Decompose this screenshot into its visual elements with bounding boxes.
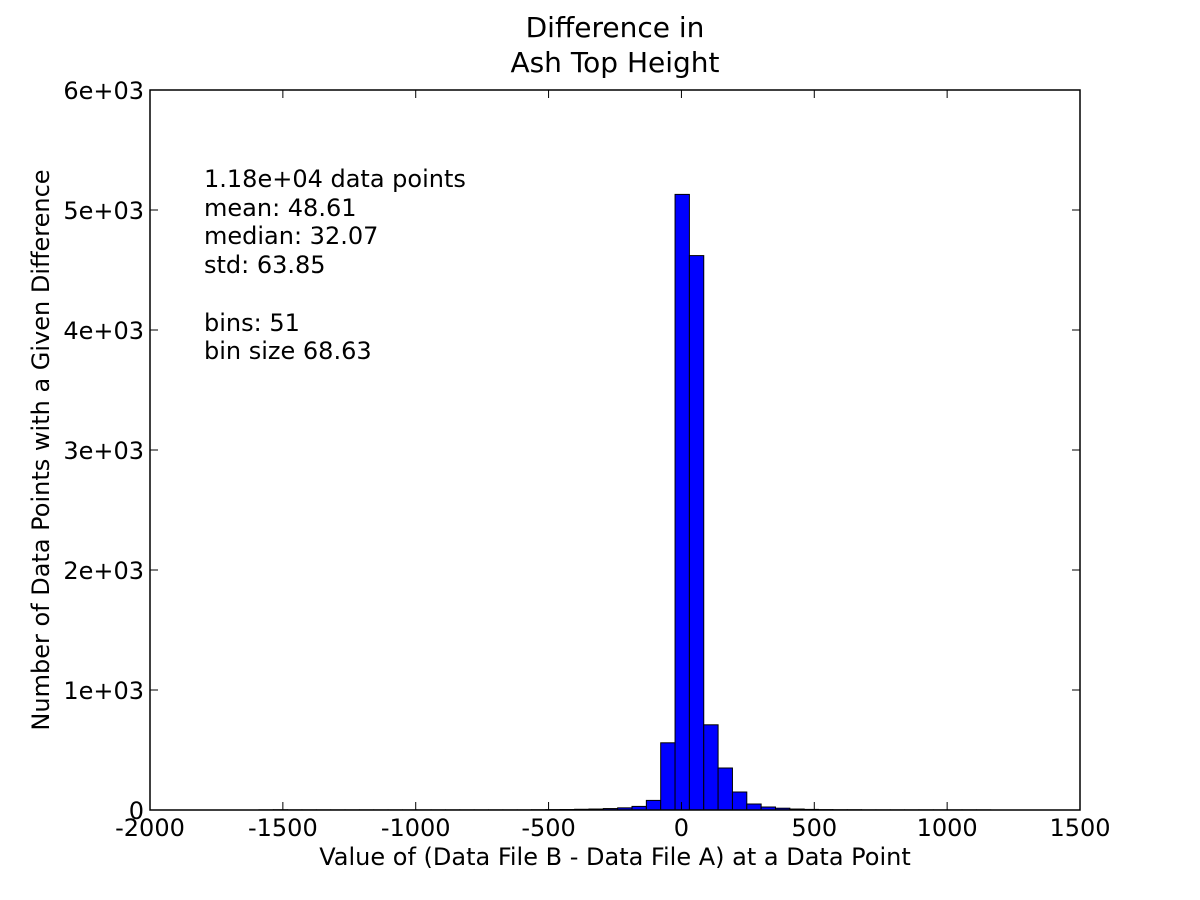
bar xyxy=(703,724,719,811)
annotation: mean: 48.61 xyxy=(204,194,356,222)
bar xyxy=(674,193,690,811)
chart-title: Difference in xyxy=(526,11,705,44)
y-tick-label: 4e+03 xyxy=(63,317,144,345)
annotation: bin size 68.63 xyxy=(204,337,372,365)
x-tick-label: 1000 xyxy=(917,814,978,842)
y-tick-label: 6e+03 xyxy=(63,77,144,105)
bar xyxy=(645,799,662,811)
x-tick-label: 1500 xyxy=(1049,814,1110,842)
annotation: median: 32.07 xyxy=(204,222,378,250)
x-tick-label: -2000 xyxy=(115,814,185,842)
bar xyxy=(717,767,733,811)
x-tick-label: -1000 xyxy=(381,814,451,842)
bar xyxy=(660,742,676,811)
y-tick-label: 3e+03 xyxy=(63,437,144,465)
x-axis-label: Value of (Data File B - Data File A) at … xyxy=(319,843,911,871)
annotation: 1.18e+04 data points xyxy=(204,165,466,193)
annotation: std: 63.85 xyxy=(204,251,326,279)
y-tick-label: 0 xyxy=(129,797,144,825)
y-axis-label: Number of Data Points with a Given Diffe… xyxy=(27,169,55,730)
bar xyxy=(746,803,762,811)
y-tick-label: 5e+03 xyxy=(63,197,144,225)
bar xyxy=(688,255,705,811)
x-tick-label: 0 xyxy=(674,814,689,842)
y-tick-label: 1e+03 xyxy=(63,677,144,705)
chart-title: Ash Top Height xyxy=(510,46,719,79)
bar xyxy=(731,791,748,811)
x-tick-label: -1500 xyxy=(248,814,318,842)
y-tick-label: 2e+03 xyxy=(63,557,144,585)
x-tick-label: -500 xyxy=(521,814,575,842)
x-tick-label: 500 xyxy=(791,814,837,842)
annotation: bins: 51 xyxy=(204,309,300,337)
